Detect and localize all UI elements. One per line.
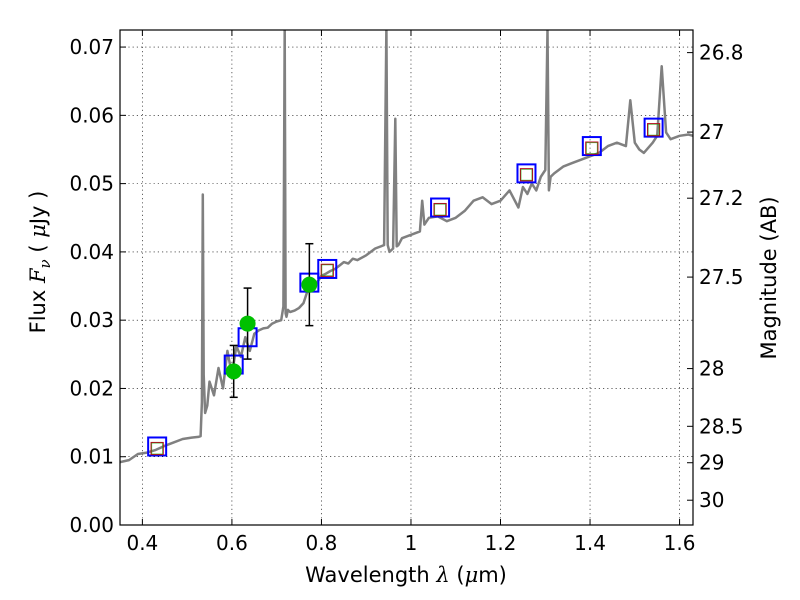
observed-photometry-circle	[239, 315, 256, 332]
observed-photometry-square	[320, 263, 334, 277]
x-tick-label: 0.4	[126, 531, 158, 555]
observed-photometry-square-inner	[321, 264, 334, 277]
y2-tick-label: 29	[699, 451, 724, 475]
model-photometry-square	[430, 197, 451, 218]
y-tick-label: 0.02	[69, 376, 114, 400]
y2-tick-label: 27.5	[699, 265, 744, 289]
plot-background	[120, 30, 693, 525]
y-tick-label: 0.00	[69, 513, 114, 537]
y-tick-label: 0.07	[69, 35, 114, 59]
observed-photometry-square	[647, 123, 661, 137]
y2-tick-label: 27	[699, 120, 724, 144]
y-tick-label: 0.04	[69, 240, 114, 264]
y-tick-label: 0.01	[69, 445, 114, 469]
observed-photometry-square-inner	[434, 203, 446, 216]
sed-model-line	[120, 30, 693, 464]
y2-tick-label: 28.5	[699, 414, 744, 438]
y-axis-title-symbol: F	[26, 267, 50, 284]
observed-photometry-square	[150, 441, 164, 456]
y2-tick-label: 28	[699, 357, 724, 381]
model-photometry-square	[643, 117, 664, 138]
x-tick-label: 1.4	[574, 531, 606, 555]
axis-ticks: 0.4 0.6 0.8 1 1.2 1.4 1.6 0.00 0.01 0.02 0.03 0.04 0…	[69, 30, 744, 555]
model-photometry-square	[147, 436, 168, 457]
x-axis-title-unit-open: (	[450, 563, 465, 587]
observed-photometry-square	[519, 168, 534, 182]
x-axis-title-unit-mu: μ	[465, 563, 479, 587]
y2-tick-label: 30	[699, 488, 724, 512]
x-axis-title: Wavelength λ (μm)	[305, 563, 507, 587]
model-photometry-square	[317, 258, 338, 279]
y2-tick-label: 26.8	[699, 41, 744, 65]
observed-photometry-square-inner	[586, 142, 598, 154]
y-axis-title-unit-close: Jy )	[26, 191, 50, 227]
observed-photometry-square-inner	[520, 168, 533, 181]
sed-model-spectrum	[120, 30, 693, 464]
y-axis-title-prefix: Flux	[26, 283, 50, 333]
x-tick-label: 0.8	[306, 531, 338, 555]
y-tick-label: 0.06	[69, 103, 114, 127]
observed-photometry-square	[433, 202, 447, 217]
y-axis-title-subscript: ν	[36, 259, 54, 268]
y-axis-title-unit-mu: μ	[26, 224, 50, 238]
x-axis-title-unit-close: m)	[478, 563, 507, 587]
photometry-markers	[147, 117, 664, 457]
observed-photometry-circle	[301, 276, 318, 293]
observed-photometry-square	[585, 141, 599, 155]
x-axis-title-prefix: Wavelength	[305, 563, 436, 587]
x-tick-label: 1.6	[664, 531, 696, 555]
x-tick-label: 0.6	[216, 531, 248, 555]
observed-photometry-circle	[225, 363, 242, 380]
y-axis-title-unit-open: (	[26, 238, 50, 260]
x-tick-label: 1.2	[485, 531, 517, 555]
y2-tick-label: 27.2	[699, 186, 744, 210]
model-photometry-square	[581, 136, 602, 157]
x-axis-title-symbol: λ	[435, 563, 449, 587]
y-axis-title: Flux Fν ( μJy )	[26, 191, 54, 334]
y2-axis-title: Magnitude (AB)	[757, 196, 781, 359]
y-tick-label: 0.05	[69, 172, 114, 196]
observed-photometry-square-inner	[647, 123, 660, 136]
observed-photometry-square-inner	[151, 442, 163, 455]
y-tick-label: 0.03	[69, 308, 114, 332]
model-photometry-square	[516, 163, 537, 184]
x-tick-label: 1	[405, 531, 418, 555]
